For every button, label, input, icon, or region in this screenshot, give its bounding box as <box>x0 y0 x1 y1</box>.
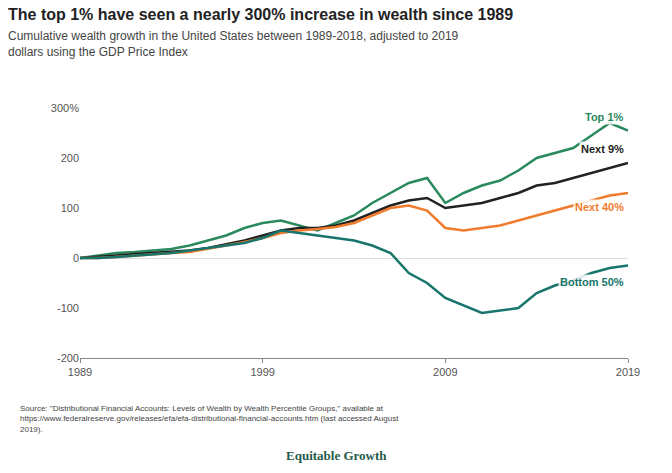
svg-text:1989: 1989 <box>68 366 92 378</box>
svg-text:Bottom 50%: Bottom 50% <box>560 276 624 288</box>
svg-text:Next 40%: Next 40% <box>575 201 624 213</box>
svg-text:Source: "Distributional Financ: Source: "Distributional Financial Accoun… <box>20 404 399 434</box>
svg-text:-100: -100 <box>57 302 79 314</box>
svg-text:100: 100 <box>61 202 79 214</box>
svg-text:2009: 2009 <box>433 366 457 378</box>
svg-text:0: 0 <box>73 252 79 264</box>
svg-text:Equitable Growth: Equitable Growth <box>286 448 387 463</box>
svg-text:1999: 1999 <box>250 366 274 378</box>
svg-text:Next 9%: Next 9% <box>581 143 624 155</box>
svg-text:The top 1% have seen a nearly: The top 1% have seen a nearly 300% incre… <box>8 6 513 23</box>
svg-text:Cumulative wealth growth in th: Cumulative wealth growth in the United S… <box>8 29 459 59</box>
svg-text:300%: 300% <box>51 102 79 114</box>
svg-text:-200: -200 <box>57 352 79 364</box>
svg-text:Top 1%: Top 1% <box>585 111 624 123</box>
svg-text:200: 200 <box>61 152 79 164</box>
svg-text:2019: 2019 <box>616 366 640 378</box>
